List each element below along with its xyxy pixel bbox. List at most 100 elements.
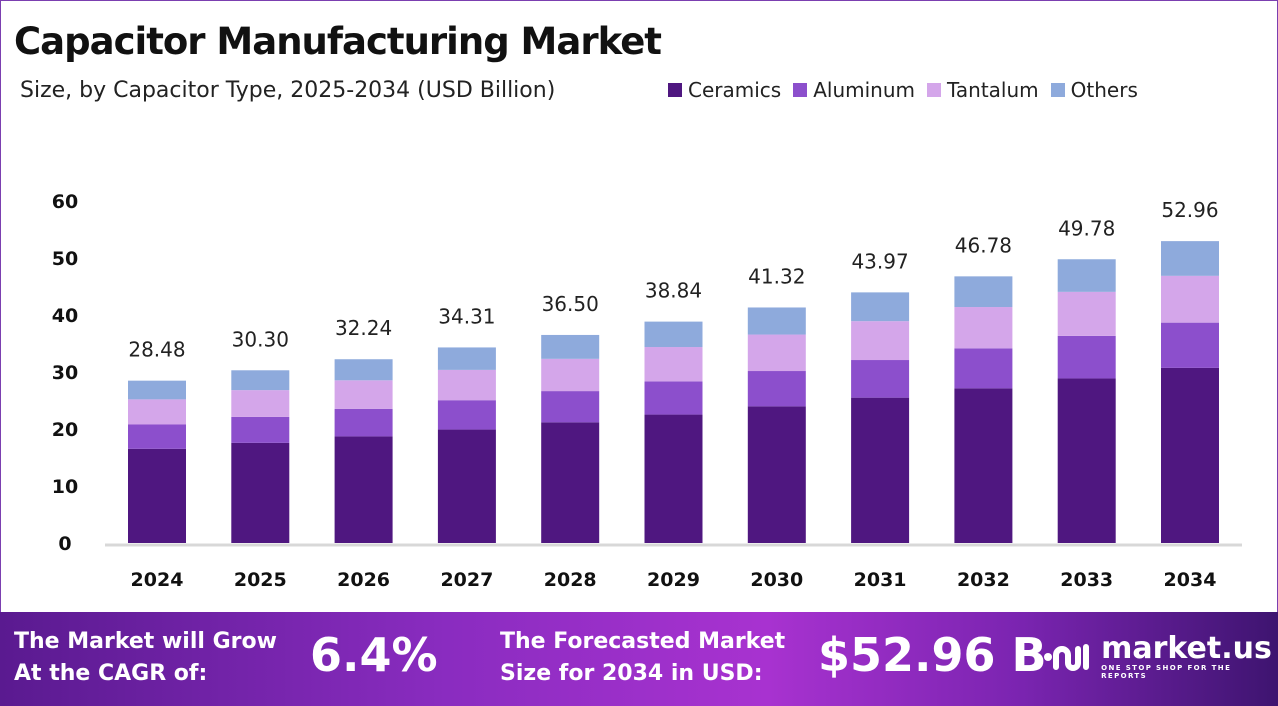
bar-segment-aluminum-2026 bbox=[334, 408, 393, 437]
total-label-2027: 34.31 bbox=[438, 304, 495, 328]
bar-segment-aluminum-2034 bbox=[1161, 322, 1219, 368]
legend-swatch bbox=[793, 83, 808, 97]
y-tick-label: 20 bbox=[52, 419, 78, 441]
legend-item-others: Others bbox=[1050, 78, 1138, 102]
brand-tagline: ONE STOP SHOP FOR THE REPORTS bbox=[1101, 664, 1232, 680]
cagr-value: 6.4% bbox=[310, 628, 438, 682]
forecast-label: The Forecasted Market Size for 2034 in U… bbox=[500, 626, 785, 690]
legend-swatch bbox=[1050, 83, 1065, 97]
x-tick-label: 2029 bbox=[647, 569, 700, 591]
total-label-2024: 28.48 bbox=[128, 338, 185, 362]
stacked-bar-chart: 010203040506028.48202430.30202532.242026… bbox=[52, 191, 1242, 591]
total-label-2028: 36.50 bbox=[542, 292, 599, 316]
total-label-2026: 32.24 bbox=[335, 316, 392, 340]
bar-segment-tantalum-2028 bbox=[541, 358, 600, 392]
bar-segment-tantalum-2033 bbox=[1057, 291, 1116, 336]
x-tick-label: 2028 bbox=[544, 569, 597, 591]
y-tick-label: 40 bbox=[52, 305, 78, 327]
bar-segment-others-2031 bbox=[851, 292, 910, 322]
bar-segment-ceramics-2024 bbox=[128, 448, 186, 543]
x-tick-label: 2031 bbox=[854, 569, 907, 591]
legend: Ceramics Aluminum Tantalum Others bbox=[668, 78, 1138, 102]
bar-segment-aluminum-2025 bbox=[231, 416, 290, 443]
bar-segment-others-2028 bbox=[541, 334, 600, 359]
legend-swatch bbox=[668, 83, 682, 97]
bar-segment-others-2033 bbox=[1057, 259, 1116, 292]
forecast-label-line2: Size for 2034 in USD: bbox=[500, 661, 763, 686]
x-tick-label: 2025 bbox=[234, 569, 287, 591]
total-label-2031: 43.97 bbox=[851, 249, 908, 273]
bar-segment-tantalum-2031 bbox=[851, 321, 910, 361]
forecast-value: $52.96 B bbox=[818, 628, 1047, 682]
bar-segment-others-2025 bbox=[231, 370, 290, 391]
total-label-2033: 49.78 bbox=[1058, 216, 1115, 240]
x-tick-label: 2032 bbox=[957, 569, 1010, 591]
bar-segment-aluminum-2028 bbox=[541, 391, 600, 423]
bar-segment-ceramics-2028 bbox=[541, 422, 600, 543]
cagr-label-line2: At the CAGR of: bbox=[14, 661, 208, 686]
brand-logo: market.us ONE STOP SHOP FOR THE REPORTS bbox=[1040, 634, 1278, 680]
bar-segment-tantalum-2030 bbox=[747, 334, 806, 372]
forecast-label-line1: The Forecasted Market bbox=[500, 629, 786, 654]
bar-segment-others-2034 bbox=[1161, 241, 1219, 276]
bar-segment-aluminum-2024 bbox=[128, 424, 186, 449]
brand-name: market.us bbox=[1101, 631, 1272, 666]
x-tick-label: 2033 bbox=[1060, 569, 1113, 591]
bar-segment-aluminum-2030 bbox=[747, 371, 806, 407]
bar-segment-ceramics-2032 bbox=[954, 388, 1013, 543]
bar-segment-ceramics-2033 bbox=[1057, 378, 1116, 543]
chart-title: Capacitor Manufacturing Market bbox=[14, 20, 662, 63]
y-tick-label: 30 bbox=[52, 362, 78, 384]
bar-segment-tantalum-2032 bbox=[954, 307, 1013, 349]
bar-segment-ceramics-2026 bbox=[334, 436, 393, 543]
legend-item-tantalum: Tantalum bbox=[927, 78, 1039, 102]
total-label-2025: 30.30 bbox=[232, 327, 289, 351]
cagr-label-line1: The Market will Grow bbox=[14, 629, 277, 654]
total-label-2029: 38.84 bbox=[645, 279, 702, 303]
bar-segment-ceramics-2034 bbox=[1161, 367, 1219, 543]
bar-segment-aluminum-2033 bbox=[1057, 335, 1116, 379]
legend-label: Others bbox=[1070, 78, 1138, 102]
y-tick-label: 0 bbox=[58, 533, 71, 555]
y-tick-label: 50 bbox=[52, 248, 78, 270]
bar-segment-aluminum-2027 bbox=[437, 400, 496, 430]
legend-label: Tantalum bbox=[947, 78, 1039, 102]
bar-segment-aluminum-2031 bbox=[851, 360, 910, 398]
bar-segment-ceramics-2031 bbox=[851, 397, 910, 543]
bar-segment-ceramics-2029 bbox=[644, 414, 703, 543]
legend-item-aluminum: Aluminum bbox=[793, 78, 915, 102]
chart-subtitle: Size, by Capacitor Type, 2025-2034 (USD … bbox=[20, 78, 556, 103]
legend-label: Ceramics bbox=[688, 78, 782, 102]
bar-segment-aluminum-2029 bbox=[644, 381, 703, 415]
bar-segment-aluminum-2032 bbox=[954, 348, 1013, 389]
x-tick-label: 2024 bbox=[131, 569, 184, 591]
cagr-label: The Market will Grow At the CAGR of: bbox=[14, 626, 277, 690]
bar-segment-tantalum-2029 bbox=[644, 347, 703, 382]
y-tick-label: 10 bbox=[52, 476, 78, 498]
bar-segment-others-2024 bbox=[128, 380, 186, 400]
bar-segment-others-2030 bbox=[747, 307, 806, 335]
x-tick-label: 2026 bbox=[337, 569, 390, 591]
x-tick-label: 2034 bbox=[1164, 569, 1217, 591]
total-label-2032: 46.78 bbox=[955, 233, 1012, 257]
bar-segment-others-2029 bbox=[644, 321, 703, 348]
bar-segment-others-2027 bbox=[437, 347, 496, 370]
bar-segment-tantalum-2027 bbox=[437, 369, 496, 401]
total-label-2034: 52.96 bbox=[1161, 198, 1218, 222]
footer-banner: The Market will Grow At the CAGR of: 6.4… bbox=[0, 612, 1278, 706]
bar-segment-ceramics-2027 bbox=[437, 429, 496, 543]
bar-segment-ceramics-2025 bbox=[231, 442, 290, 543]
legend-label: Aluminum bbox=[813, 78, 915, 102]
bar-segment-others-2026 bbox=[334, 359, 393, 381]
market-us-logo-icon bbox=[1044, 644, 1089, 671]
bar-segment-others-2032 bbox=[954, 276, 1013, 308]
legend-swatch bbox=[927, 83, 941, 97]
bar-segment-tantalum-2025 bbox=[231, 390, 290, 417]
y-tick-label: 60 bbox=[52, 191, 78, 213]
x-tick-label: 2027 bbox=[440, 569, 493, 591]
bar-segment-ceramics-2030 bbox=[747, 406, 806, 543]
x-tick-label: 2030 bbox=[750, 569, 803, 591]
total-label-2030: 41.32 bbox=[748, 264, 805, 288]
bar-segment-tantalum-2026 bbox=[334, 380, 393, 409]
bar-segment-tantalum-2034 bbox=[1161, 275, 1219, 323]
